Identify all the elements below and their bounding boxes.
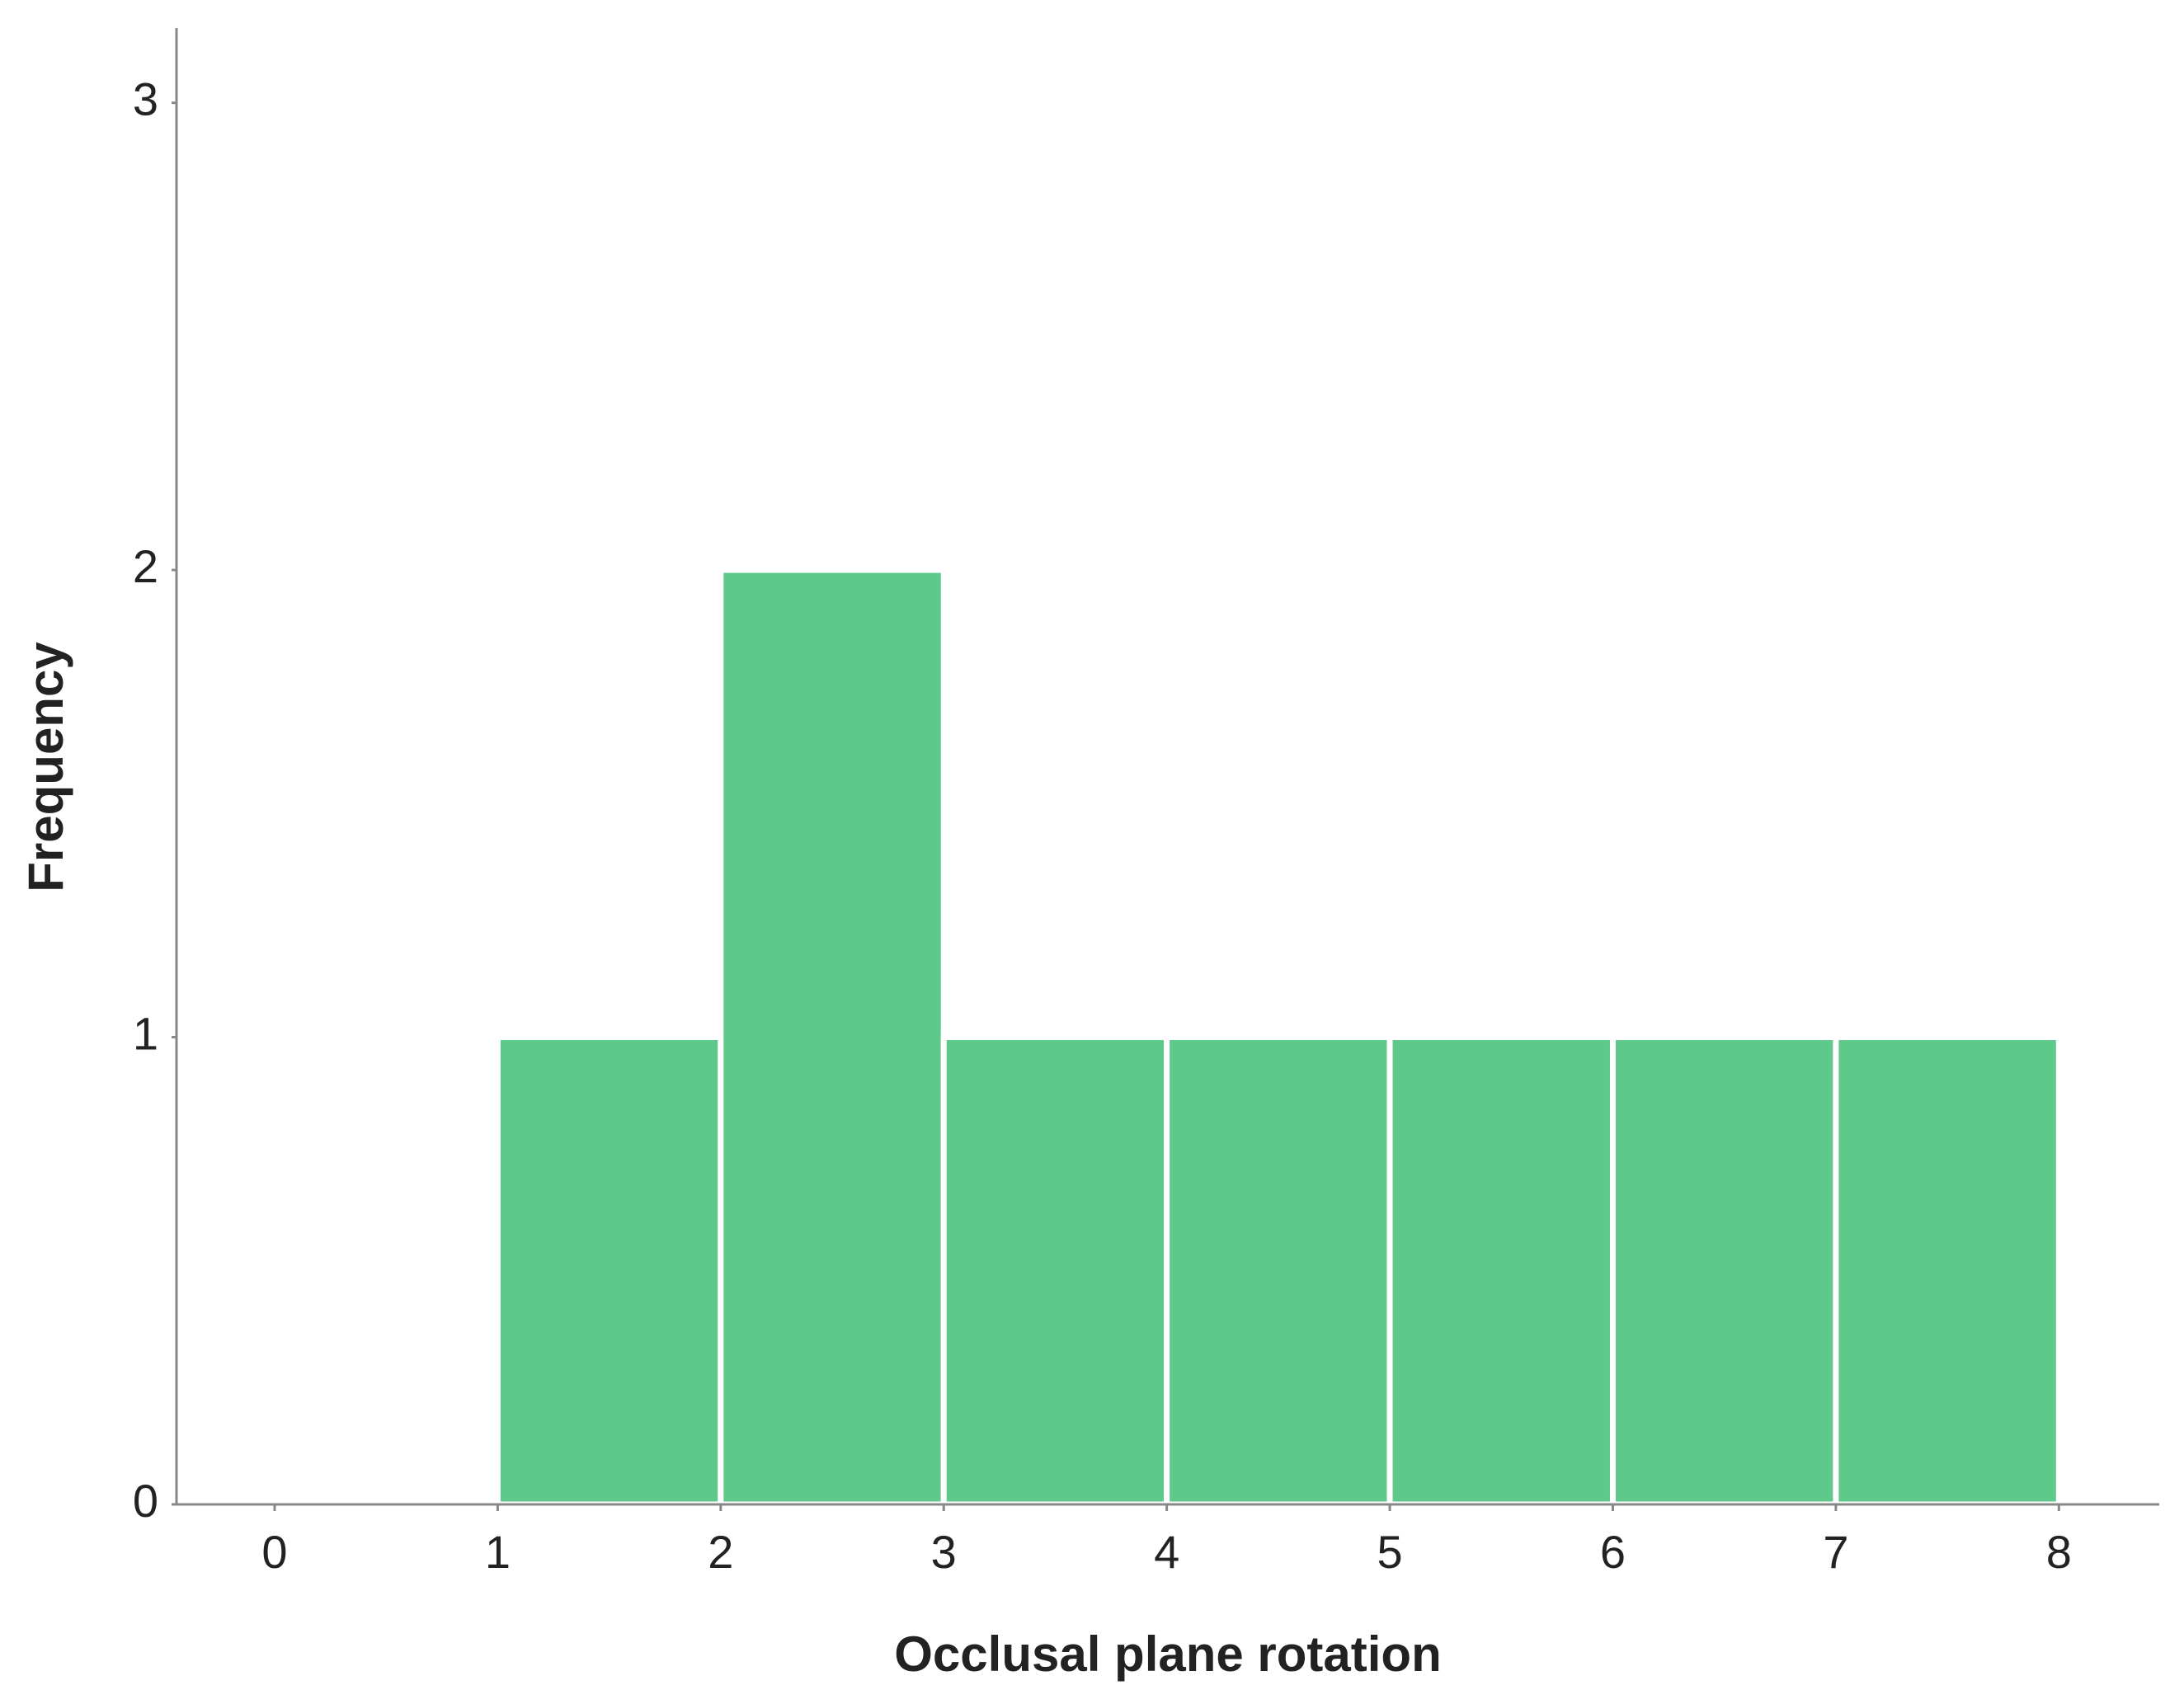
bar xyxy=(1164,1034,1393,1508)
x-tick-label: 4 xyxy=(1154,1526,1179,1578)
bar xyxy=(718,567,947,1508)
x-tick-label: 2 xyxy=(708,1526,733,1578)
bar xyxy=(494,1034,724,1508)
y-axis-title: Frequency xyxy=(18,642,73,892)
x-tick-label: 6 xyxy=(1600,1526,1626,1578)
y-tick-label: 1 xyxy=(133,1007,158,1059)
bar xyxy=(1386,1034,1616,1508)
x-axis-title: Occlusal plane rotation xyxy=(894,1626,1442,1682)
bar xyxy=(1609,1034,1839,1508)
x-tick-label: 3 xyxy=(931,1526,957,1578)
x-tick-label: 1 xyxy=(485,1526,511,1578)
bar xyxy=(1833,1034,2062,1508)
y-tick-label: 0 xyxy=(133,1475,158,1527)
y-tick-label: 3 xyxy=(133,73,158,125)
x-tick-label: 5 xyxy=(1377,1526,1402,1578)
x-tick-label: 0 xyxy=(261,1526,287,1578)
x-tick-label: 8 xyxy=(2046,1526,2072,1578)
bar xyxy=(940,1034,1170,1508)
y-tick-label: 2 xyxy=(133,540,158,592)
x-tick-label: 7 xyxy=(1823,1526,1848,1578)
